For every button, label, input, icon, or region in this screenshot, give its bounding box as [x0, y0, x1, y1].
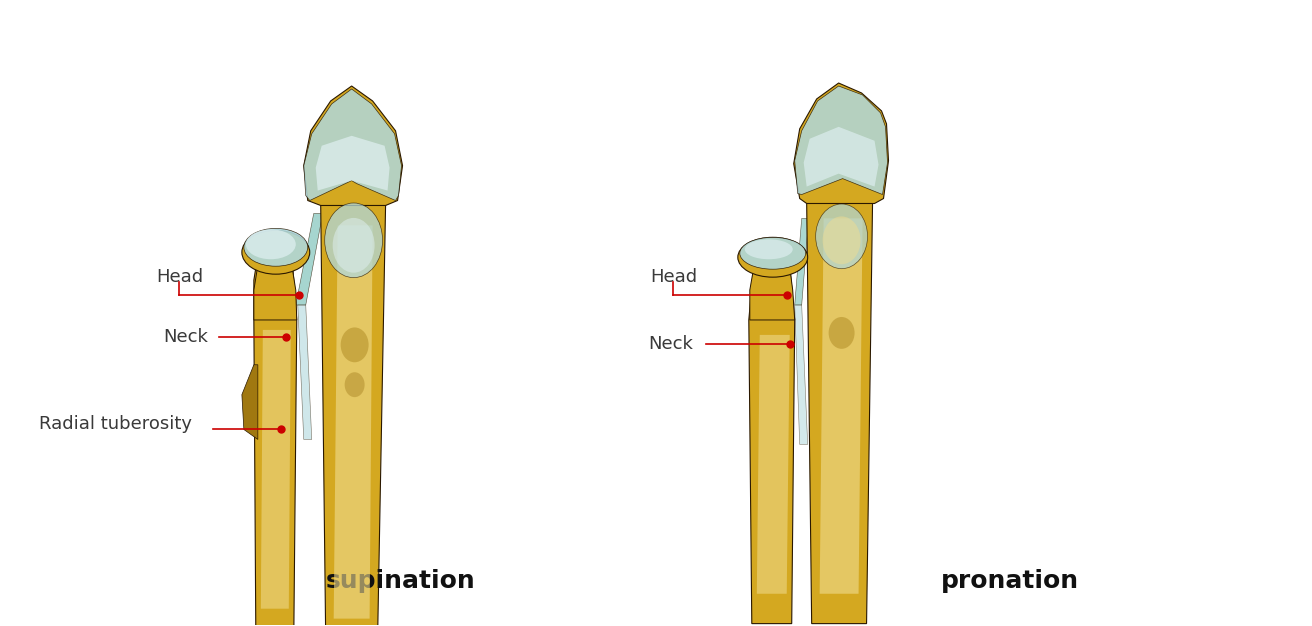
Polygon shape	[795, 218, 808, 305]
Polygon shape	[253, 265, 297, 320]
Ellipse shape	[245, 229, 295, 259]
Polygon shape	[304, 89, 401, 200]
Ellipse shape	[816, 204, 867, 269]
Polygon shape	[318, 126, 392, 626]
Polygon shape	[802, 119, 879, 623]
Polygon shape	[804, 127, 879, 187]
Polygon shape	[261, 330, 291, 608]
Ellipse shape	[829, 317, 854, 349]
Polygon shape	[794, 83, 888, 203]
Text: Neck: Neck	[648, 335, 693, 353]
Polygon shape	[241, 365, 258, 439]
Ellipse shape	[244, 228, 308, 266]
Text: Radial tuberosity: Radial tuberosity	[39, 414, 193, 433]
Text: Head: Head	[649, 268, 697, 286]
Polygon shape	[749, 267, 795, 320]
Text: pronation: pronation	[941, 569, 1078, 593]
Polygon shape	[795, 305, 808, 444]
Ellipse shape	[823, 217, 861, 264]
Ellipse shape	[333, 218, 375, 273]
Ellipse shape	[745, 239, 792, 259]
Polygon shape	[316, 136, 390, 190]
Text: supination: supination	[325, 569, 475, 593]
Ellipse shape	[341, 327, 369, 362]
Ellipse shape	[740, 237, 806, 269]
Polygon shape	[304, 86, 403, 205]
Ellipse shape	[241, 230, 310, 274]
Polygon shape	[295, 213, 323, 305]
Polygon shape	[298, 305, 312, 439]
Polygon shape	[253, 255, 297, 626]
Polygon shape	[757, 335, 790, 593]
Text: Neck: Neck	[163, 328, 207, 346]
Ellipse shape	[324, 203, 383, 278]
Ellipse shape	[737, 237, 808, 277]
Ellipse shape	[345, 372, 365, 397]
Polygon shape	[749, 265, 795, 623]
Text: Head: Head	[156, 268, 203, 286]
Polygon shape	[795, 86, 887, 195]
Polygon shape	[820, 218, 862, 593]
Polygon shape	[333, 225, 373, 618]
